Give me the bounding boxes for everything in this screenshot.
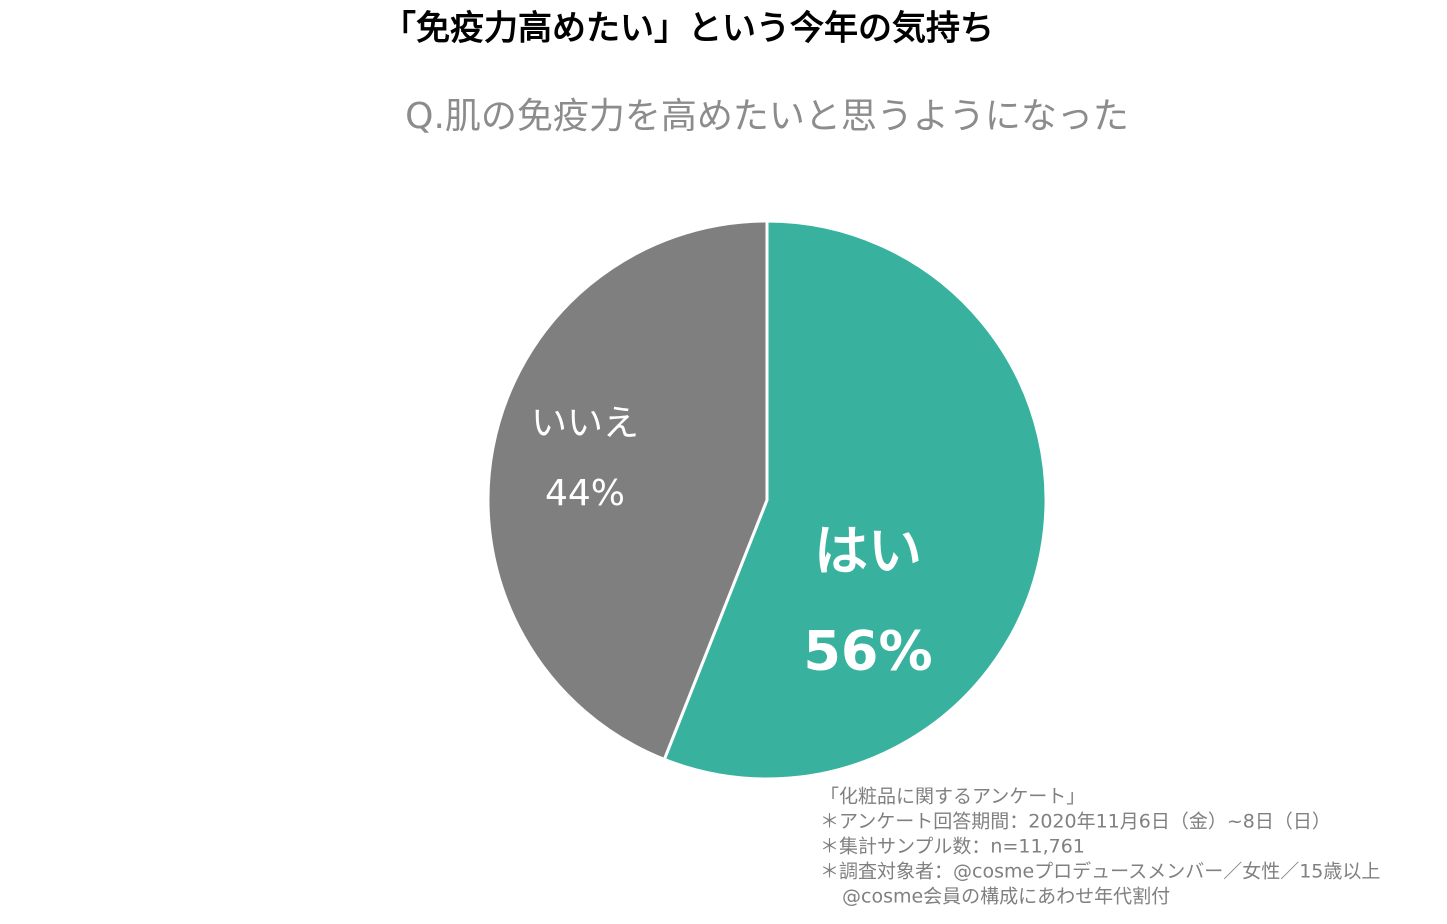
footnote: ＊調査対象者：@cosmeプロデュースメンバー／女性／15歳以上 (820, 861, 1380, 883)
slice-value-label: 44% (545, 473, 625, 514)
slice-category-label: いいえ (531, 403, 639, 444)
chart-subtitle: Q.肌の免疫力を高めたいと思うようになった (405, 96, 1129, 137)
pie-slice (486, 219, 769, 762)
footnote: 「化粧品に関するアンケート」 (820, 786, 1085, 808)
footnote: ＊集計サンプル数：n=11,761 (820, 836, 1085, 858)
footnote: ＊アンケート回答期間：2020年11月6日（金）~8日（日） (820, 811, 1331, 833)
chart-title: 「免疫力高めたい」という今年の気持ち (382, 9, 994, 49)
slice-value-label: 56% (803, 620, 932, 683)
footnote: @cosme会員の構成にあわせ年代割付 (842, 886, 1170, 908)
slice-category-label: はい (814, 520, 922, 583)
pie-slice (662, 219, 1048, 781)
